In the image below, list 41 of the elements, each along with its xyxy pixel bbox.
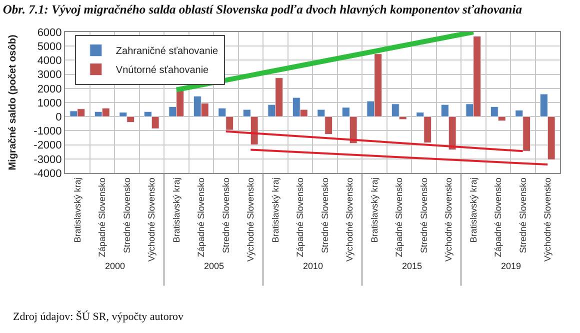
- y-tick-label: -4000: [34, 168, 62, 180]
- text: 2010: [303, 261, 324, 271]
- x-tick-label: Západné Slovensko: [97, 178, 108, 258]
- y-tick-label: 2000: [37, 83, 62, 96]
- y-tick-label: 1000: [37, 97, 62, 110]
- x-tick-label: Stredné Slovensko: [418, 178, 429, 254]
- x-tick-label: Bratislavský kraj: [369, 178, 380, 243]
- x-tick-label: Stredné Slovensko: [220, 178, 231, 254]
- y-tick-label: 6000: [37, 26, 62, 39]
- x-tick-label: Západné Slovensko: [493, 178, 504, 258]
- x-tick-label: Východné Slovensko: [542, 178, 553, 262]
- legend-label: Zahraničné sťahovanie: [116, 46, 218, 58]
- x-tick-label: Bratislavský kraj: [468, 178, 478, 243]
- x-tick-label: Východné Slovensko: [246, 178, 256, 262]
- x-tick-label: Stredné Slovensko: [518, 178, 528, 254]
- text: 2019: [501, 261, 522, 271]
- x-tick-label: Západné Slovensko: [295, 178, 306, 258]
- y-tick-label: 3000: [37, 69, 62, 82]
- x-tick-label: Západné Slovensko: [394, 178, 404, 258]
- y-tick-label: 4000: [37, 55, 62, 68]
- x-tick-label: Východné Slovensko: [344, 178, 355, 262]
- x-tick-label: Stredné Slovensko: [320, 178, 330, 254]
- x-tick-label: Stredné Slovensko: [122, 178, 132, 254]
- chart-title: Obr. 7.1: Vývoj migračného salda oblastí Slovenska podľa dvoch hlavných komponentov sťahovania: [2, 2, 522, 17]
- y-tick-label: 5000: [37, 40, 62, 53]
- text: 2005: [204, 261, 224, 271]
- y-axis-title: Migračné saldo (počet osôb): [8, 34, 19, 170]
- text: 2000: [105, 261, 126, 271]
- text: 2015: [402, 261, 422, 271]
- y-tick-label: -3000: [34, 154, 62, 166]
- y-tick-label: -2000: [34, 140, 62, 152]
- x-tick-label: Bratislavský kraj: [72, 178, 82, 243]
- x-tick-label: Bratislavský kraj: [270, 178, 280, 243]
- x-tick-label: Východné Slovensko: [146, 178, 157, 262]
- text: Zdroj údajov: ŠÚ SR, výpočty autorov: [13, 310, 184, 323]
- y-tick-label: -1000: [34, 126, 62, 138]
- x-tick-label: Východné Slovensko: [444, 178, 454, 262]
- y-tick-label: 0: [56, 111, 62, 124]
- x-tick-label: Bratislavský kraj: [171, 178, 182, 243]
- legend-label: Vnútorné sťahovanie: [116, 65, 210, 76]
- x-tick-label: Západné Slovensko: [196, 178, 206, 258]
